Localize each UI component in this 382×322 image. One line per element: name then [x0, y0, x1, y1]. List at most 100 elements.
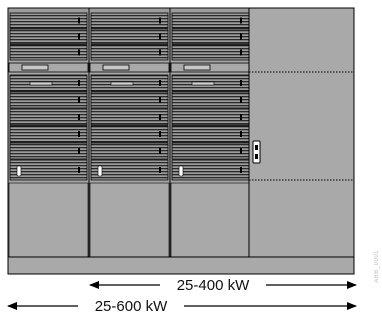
- lower-door-panel: [89, 182, 170, 258]
- cabinet-header: [90, 9, 169, 13]
- module-indicator: [159, 49, 161, 56]
- module-indicator: [240, 131, 242, 137]
- power-module: [9, 44, 88, 61]
- separator-handle-icon: [183, 64, 211, 71]
- module-handle-icon: [110, 81, 134, 86]
- module-cabinet-2: [88, 7, 171, 258]
- figure-code: ABB_0001: [374, 250, 380, 283]
- module-indicator: [78, 49, 80, 56]
- cabinet-separator: [170, 62, 251, 73]
- power-module: [9, 125, 88, 143]
- power-module: [171, 28, 250, 45]
- module-grille: [90, 108, 169, 126]
- separator-handle-icon: [102, 64, 130, 71]
- module-grille: [9, 28, 88, 45]
- module-indicator: [159, 131, 161, 137]
- module-grille: [90, 125, 169, 143]
- module-indicator: [159, 148, 161, 154]
- module-grille: [171, 125, 250, 143]
- module-indicator: [78, 80, 80, 86]
- module-grille: [9, 108, 88, 126]
- dimension-label-bg-outer: [78, 297, 184, 315]
- separator-handle-icon: [21, 64, 49, 71]
- module-cabinet-1: [7, 7, 90, 258]
- latch-icon: [16, 165, 22, 177]
- module-grille: [90, 12, 169, 29]
- module-indicator: [240, 17, 242, 24]
- power-module: [90, 28, 169, 45]
- cabinet-header: [171, 9, 250, 13]
- dimension-label-outer: 25-600 kW: [95, 298, 168, 315]
- module-grille: [9, 44, 88, 61]
- lower-door-panel: [170, 182, 251, 258]
- module-grille: [171, 12, 250, 29]
- module-indicator: [78, 131, 80, 137]
- power-module: [90, 12, 169, 29]
- power-module: [90, 125, 169, 143]
- latch-icon: [97, 165, 103, 177]
- module-handle-icon: [29, 81, 53, 86]
- module-grille: [171, 28, 250, 45]
- module-grille: [90, 142, 169, 160]
- module-grille: [9, 142, 88, 160]
- module-grille: [171, 91, 250, 109]
- power-module: [171, 125, 250, 143]
- module-indicator: [240, 148, 242, 154]
- module-grille: [90, 159, 169, 181]
- dimension-label-bg-inner: [160, 276, 266, 294]
- module-cabinets: [7, 7, 252, 258]
- module-indicator: [78, 97, 80, 103]
- power-module: [9, 142, 88, 160]
- module-grille: [9, 91, 88, 109]
- power-module: [90, 44, 169, 61]
- module-indicator: [159, 114, 161, 120]
- module-indicator: [78, 167, 80, 173]
- module-grille: [171, 142, 250, 160]
- power-module: [9, 108, 88, 126]
- power-module: [171, 142, 250, 160]
- module-indicator: [159, 167, 161, 173]
- module-indicator: [240, 97, 242, 103]
- module-handle-icon: [191, 81, 215, 86]
- power-module: [9, 12, 88, 29]
- module-indicator: [159, 97, 161, 103]
- module-cabinet-3: [169, 7, 252, 258]
- module-indicator: [78, 148, 80, 154]
- module-indicator: [240, 49, 242, 56]
- power-module: [90, 142, 169, 160]
- lower-door-panel: [8, 182, 89, 258]
- plinth: [7, 256, 355, 275]
- module-indicator: [240, 33, 242, 40]
- cabinet-header: [9, 9, 88, 13]
- power-module: [171, 108, 250, 126]
- power-module: [90, 108, 169, 126]
- power-module: [9, 28, 88, 45]
- module-grille: [171, 159, 250, 181]
- module-indicator: [78, 114, 80, 120]
- module-grille: [9, 125, 88, 143]
- extra-cabinet: [248, 7, 355, 275]
- cabinet-separator: [8, 62, 89, 73]
- module-indicator: [159, 33, 161, 40]
- module-grille: [90, 28, 169, 45]
- module-grille: [171, 108, 250, 126]
- module-indicator: [159, 17, 161, 24]
- module-indicator: [240, 114, 242, 120]
- power-module: [171, 44, 250, 61]
- module-indicator: [240, 167, 242, 173]
- power-module: [90, 159, 169, 181]
- power-module: [9, 91, 88, 109]
- module-grille: [90, 91, 169, 109]
- module-indicator: [78, 33, 80, 40]
- power-module: [9, 159, 88, 181]
- module-grille: [171, 44, 250, 61]
- power-module: [90, 91, 169, 109]
- power-module: [171, 12, 250, 29]
- power-module: [171, 91, 250, 109]
- door-handle-icon: [252, 140, 261, 164]
- module-grille: [9, 12, 88, 29]
- cabinet-separator: [89, 62, 170, 73]
- module-grille: [9, 159, 88, 181]
- module-indicator: [240, 80, 242, 86]
